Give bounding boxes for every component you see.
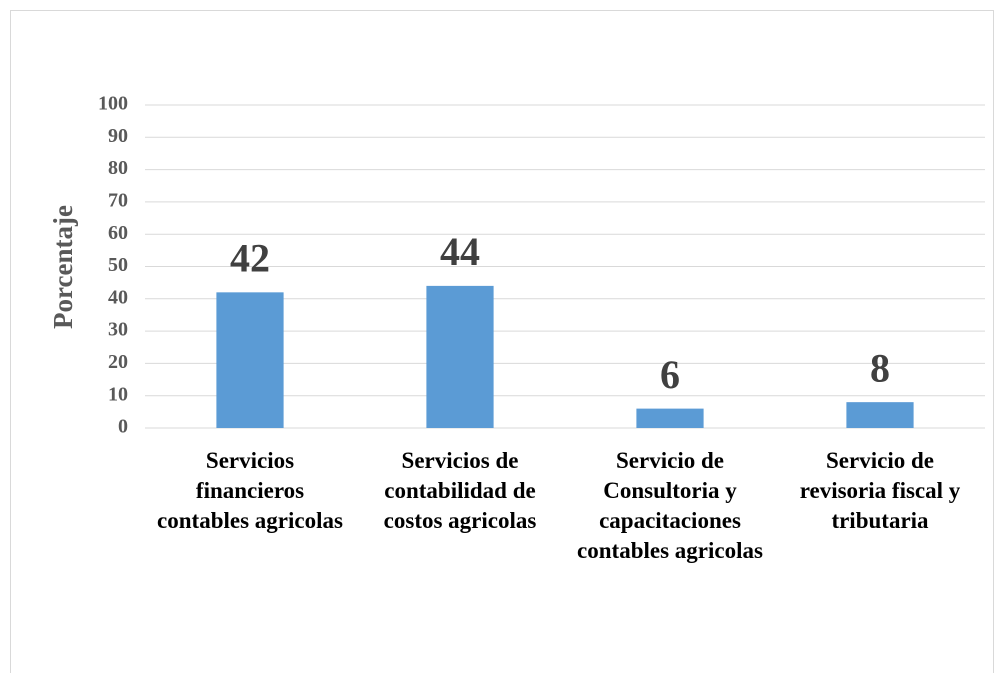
- value-label: 8: [870, 345, 890, 390]
- y-tick-label: 50: [108, 254, 128, 276]
- y-tick-label: 20: [108, 351, 128, 373]
- x-tick-label: Servicio de revisoria fiscal y tributari…: [799, 448, 961, 533]
- y-tick-label: 10: [108, 383, 128, 405]
- y-tick-label: 100: [98, 93, 128, 115]
- x-tick-label: Servicios financieros contables agricola…: [157, 448, 343, 533]
- bar: [636, 408, 704, 428]
- x-tick-label: Servicios de contabilidad de costos agri…: [383, 448, 537, 533]
- value-label: 6: [660, 352, 680, 397]
- x-tick-label: Servicio de Consultoria y capacitaciones…: [577, 448, 763, 563]
- y-axis-label: Porcentaje: [48, 205, 78, 329]
- y-tick-label: 0: [118, 416, 128, 438]
- y-tick-label: 70: [108, 189, 128, 211]
- value-label: 42: [230, 236, 270, 281]
- chart-border: [10, 10, 994, 673]
- bar: [426, 285, 494, 428]
- y-tick-label: 90: [108, 125, 128, 147]
- y-tick-label: 30: [108, 319, 128, 341]
- y-tick-label: 80: [108, 157, 128, 179]
- value-label: 44: [440, 229, 480, 274]
- bar: [846, 402, 914, 428]
- bar: [216, 292, 284, 428]
- y-tick-label: 40: [108, 286, 128, 308]
- y-tick-label: 60: [108, 222, 128, 244]
